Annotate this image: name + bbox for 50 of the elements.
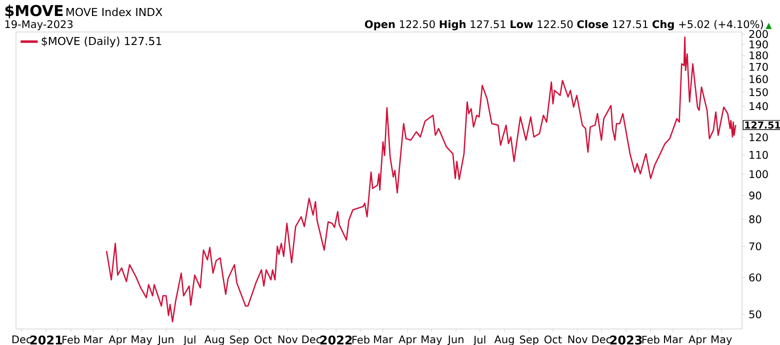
y-tick-label: 180 <box>750 51 768 60</box>
y-tick-label: 90 <box>749 191 762 200</box>
x-tick-label: Apr <box>398 336 417 345</box>
x-tick-label: Oct <box>254 335 272 344</box>
x-tick-label: Sep <box>230 335 249 345</box>
y-tick-label: 60 <box>749 273 762 282</box>
y-tick-label: 110 <box>750 150 768 159</box>
chart-title: $MOVE <box>5 4 63 18</box>
x-tick-label: Mar <box>664 336 683 344</box>
x-tick-label: May <box>712 336 732 345</box>
annotation: 127.51 <box>745 121 780 129</box>
y-tick-label: 160 <box>750 75 768 84</box>
x-tick-label: Jun <box>447 336 464 345</box>
x-tick-label: Feb <box>642 335 660 344</box>
x-tick-label: Aug <box>494 336 514 345</box>
y-tick-label: 190 <box>750 40 768 48</box>
x-tick-label: Jun <box>157 336 174 345</box>
y-tick-label: 200 <box>749 30 768 38</box>
x-tick-label: Nov <box>568 336 588 344</box>
text: Open 122.50 High 127.51 Low 122.50 Close 127.51 Chg +5.02 (+4.10%) <box>364 20 763 30</box>
x-tick-label: Dec <box>592 336 611 344</box>
y-tick-label: 80 <box>749 215 762 224</box>
y-tick-label: 150 <box>750 88 768 96</box>
x-tick-label: Feb <box>352 335 370 344</box>
y-tick-label: 70 <box>749 242 762 250</box>
x-tick-label: May <box>422 336 442 345</box>
legend-label: $MOVE (Daily) 127.51 <box>42 36 162 48</box>
x-tick-label: Mar <box>374 336 393 344</box>
y-tick-label: 100 <box>750 170 768 178</box>
x-tick-label: May <box>132 336 152 345</box>
y-tick-label: 170 <box>750 62 768 71</box>
x-tick-label: Apr <box>108 336 127 345</box>
x-tick-label: Oct <box>544 335 562 344</box>
x-tick-label: Dec <box>302 336 321 344</box>
x-tick-label: Dec <box>12 336 32 344</box>
x-tick-label: Mar <box>84 336 103 344</box>
text: ▲ <box>766 22 772 29</box>
chart-subtitle: MOVE Index INDX <box>66 8 162 16</box>
y-tick-label: 120 <box>750 133 768 142</box>
x-tick-label: Apr <box>688 336 707 345</box>
y-tick-label: 140 <box>750 102 768 110</box>
x-tick-label: Nov <box>278 336 298 344</box>
x-tick-label: Feb <box>62 335 80 344</box>
x-tick-label: Aug <box>204 336 224 345</box>
x-tick-label: 2022 <box>320 336 352 345</box>
x-tick-label: Sep <box>520 335 538 345</box>
y-tick-label: 50 <box>749 310 762 318</box>
x-tick-label: 2023 <box>610 336 642 345</box>
text: 19-May-2023 <box>5 20 73 30</box>
x-tick-label: 2021 <box>30 336 62 345</box>
